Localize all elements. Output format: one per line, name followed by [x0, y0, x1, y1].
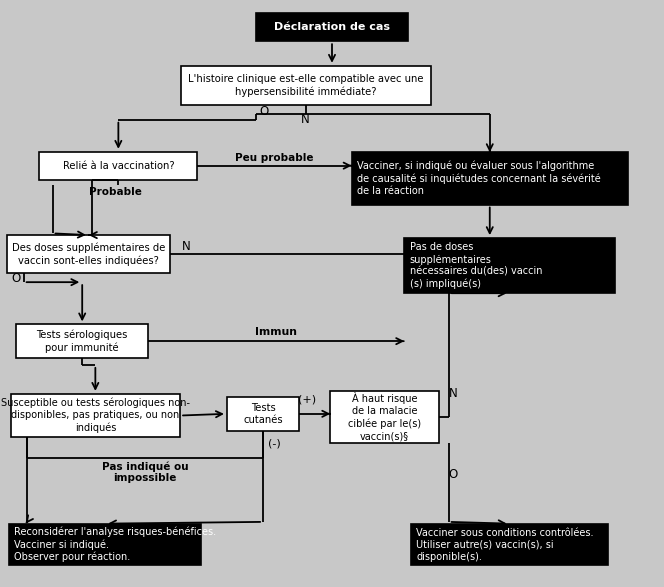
Text: Reconsidérer l'analyse risques-bénéfices.
Vacciner si indiqué.
Observer pour réa: Reconsidérer l'analyse risques-bénéfices… [15, 527, 216, 562]
FancyBboxPatch shape [227, 397, 299, 431]
FancyBboxPatch shape [181, 66, 430, 105]
Text: N: N [301, 113, 310, 126]
Text: O: O [260, 104, 269, 117]
FancyBboxPatch shape [256, 14, 408, 41]
Text: Immun: Immun [255, 328, 297, 338]
Text: Des doses supplémentaires de
vaccin sont-elles indiquées?: Des doses supplémentaires de vaccin sont… [12, 242, 165, 265]
Text: Vacciner sous conditions contrôlées.
Utiliser autre(s) vaccin(s), si
disponible(: Vacciner sous conditions contrôlées. Uti… [416, 528, 594, 562]
Text: Probable: Probable [89, 187, 141, 197]
Text: Susceptible ou tests sérologiques non-
disponibles, pas pratiques, ou non
indiqu: Susceptible ou tests sérologiques non- d… [1, 398, 190, 433]
FancyBboxPatch shape [352, 152, 627, 205]
Text: Pas indiqué ou
impossible: Pas indiqué ou impossible [102, 461, 189, 483]
Text: Relié à la vaccination?: Relié à la vaccination? [62, 161, 174, 171]
FancyBboxPatch shape [7, 235, 170, 273]
Text: Vacciner, si indiqué ou évaluer sous l'algorithme
de causalité si inquiétudes co: Vacciner, si indiqué ou évaluer sous l'a… [357, 161, 601, 196]
Text: Tests sérologiques
pour immunité: Tests sérologiques pour immunité [37, 329, 128, 353]
FancyBboxPatch shape [411, 524, 608, 565]
FancyBboxPatch shape [17, 324, 148, 358]
Text: Tests
cutanés: Tests cutanés [243, 403, 283, 425]
Text: O: O [11, 272, 21, 285]
Text: Peu probable: Peu probable [235, 153, 313, 163]
Text: (-): (-) [268, 438, 281, 448]
FancyBboxPatch shape [404, 238, 615, 294]
Text: À haut risque
de la malacie
ciblée par le(s)
vaccin(s)§: À haut risque de la malacie ciblée par l… [348, 392, 421, 441]
Text: Pas de doses
supplémentaires
nécessaires du(des) vaccin
(s) impliqué(s): Pas de doses supplémentaires nécessaires… [410, 242, 542, 289]
Text: O: O [449, 468, 458, 481]
Text: N: N [449, 387, 457, 400]
Text: (+): (+) [298, 394, 316, 404]
FancyBboxPatch shape [9, 524, 201, 565]
FancyBboxPatch shape [331, 390, 439, 443]
FancyBboxPatch shape [11, 394, 180, 437]
FancyBboxPatch shape [39, 151, 197, 180]
Text: N: N [183, 240, 191, 253]
Text: L'histoire clinique est-elle compatible avec une
hypersensibilité immédiate?: L'histoire clinique est-elle compatible … [188, 74, 424, 97]
Text: Déclaration de cas: Déclaration de cas [274, 22, 390, 32]
